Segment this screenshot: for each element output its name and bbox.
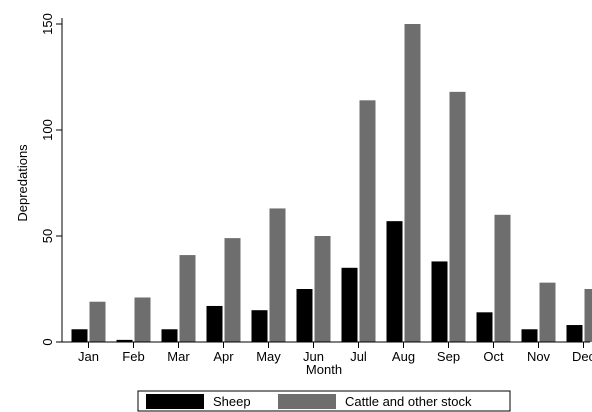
bar-sheep-nov [521, 329, 538, 342]
legend-swatch-cattle [278, 394, 336, 409]
bar-sheep-jan [71, 329, 88, 342]
x-tick-label: Jan [78, 349, 99, 364]
bar-sheep-aug [386, 221, 403, 342]
bar-sheep-feb [116, 339, 133, 342]
bars [71, 24, 592, 342]
bar-cattle-dec [584, 289, 592, 342]
x-axis-title: Month [306, 362, 342, 377]
x-tick-label: Jun [303, 349, 324, 364]
x-tick-label: Nov [527, 349, 551, 364]
bar-cattle-jan [89, 301, 106, 342]
bar-sheep-dec [566, 325, 583, 342]
bar-sheep-oct [476, 312, 493, 342]
bar-sheep-may [251, 310, 268, 342]
bar-sheep-apr [206, 305, 223, 342]
x-tick-label: Sep [437, 349, 460, 364]
legend-label-cattle: Cattle and other stock [345, 394, 472, 409]
legend-swatch-sheep [146, 394, 204, 409]
bar-sheep-jul [341, 267, 358, 342]
legend-label-sheep: Sheep [213, 394, 251, 409]
bar-cattle-apr [224, 238, 241, 342]
bar-sheep-mar [161, 329, 178, 342]
bar-cattle-may [269, 208, 286, 342]
x-tick-label: Jul [350, 349, 367, 364]
legend: Sheep Cattle and other stock [137, 390, 511, 412]
x-tick-label: Oct [483, 349, 504, 364]
bar-cattle-oct [494, 214, 511, 342]
bar-cattle-mar [179, 255, 196, 342]
x-tick-label: May [256, 349, 281, 364]
y-tick-label: 100 [40, 119, 55, 141]
y-tick-label: 50 [40, 229, 55, 243]
x-tick-label: Mar [167, 349, 190, 364]
y-tick-label: 150 [40, 13, 55, 35]
bar-sheep-sep [431, 261, 448, 342]
y-axis-ticks: 0 50 100 150 [40, 13, 62, 346]
y-axis-title: Depredations [15, 144, 30, 222]
bar-cattle-sep [449, 91, 466, 342]
bar-cattle-jun [314, 236, 331, 342]
x-axis-ticks: Jan Feb Mar Apr May Jun Jul Aug Sep Oct Nov Dec [78, 342, 592, 364]
bar-cattle-feb [134, 297, 151, 342]
y-tick-label: 0 [40, 338, 55, 345]
x-tick-label: Feb [122, 349, 144, 364]
bar-cattle-jul [359, 100, 376, 342]
bar-sheep-jun [296, 289, 313, 342]
bar-cattle-aug [404, 24, 421, 342]
x-tick-label: Aug [392, 349, 415, 364]
x-tick-label: Dec [572, 349, 592, 364]
bar-cattle-nov [539, 282, 556, 342]
x-tick-label: Apr [213, 349, 234, 364]
